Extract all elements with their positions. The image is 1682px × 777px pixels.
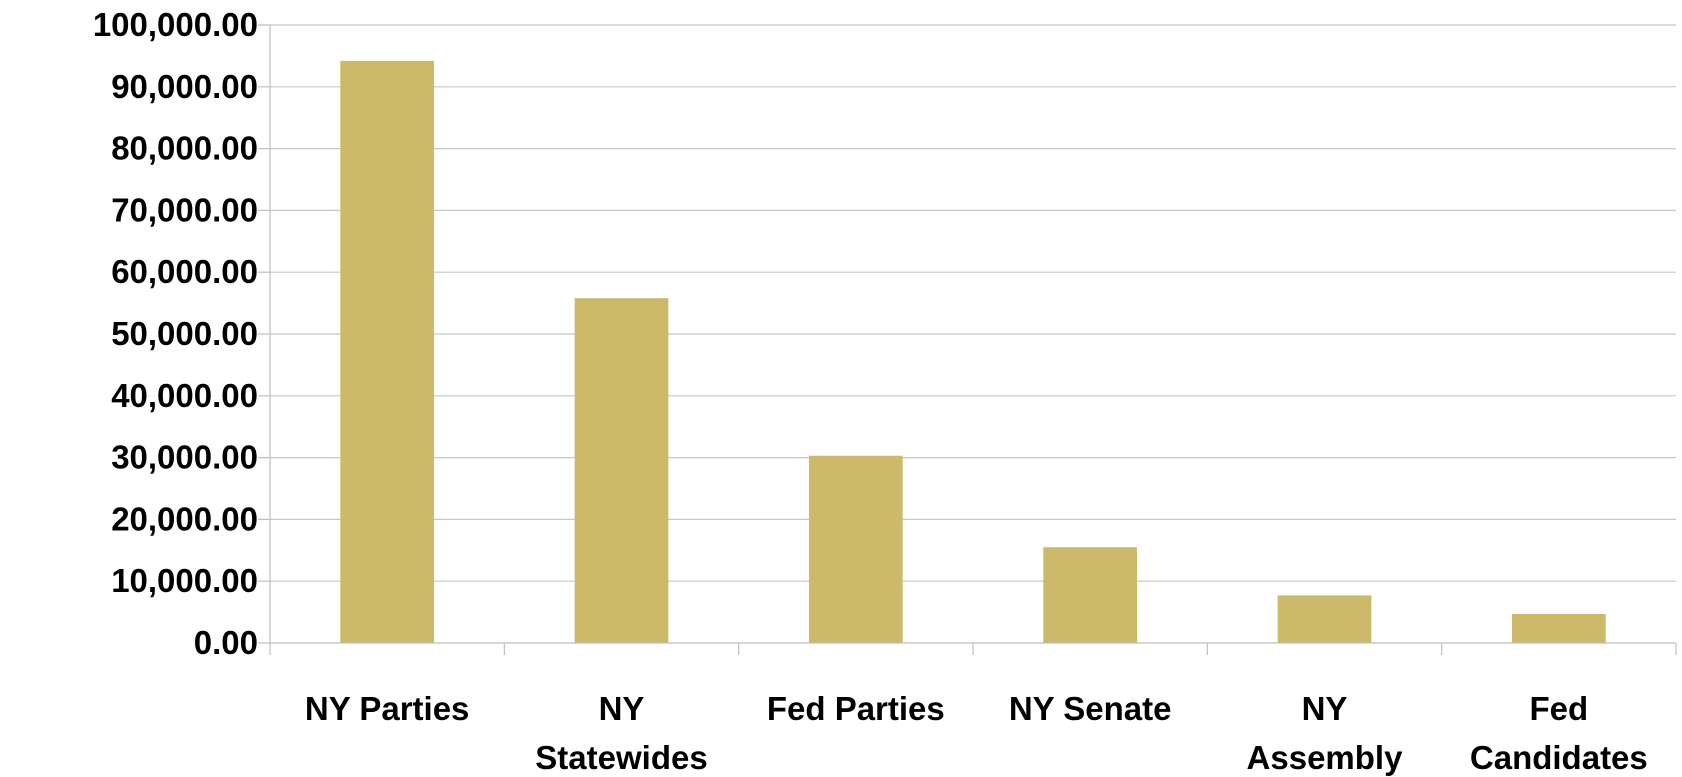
bars (340, 60, 1606, 644)
y-tick-label: 90,000.00 (111, 68, 258, 105)
y-tick-label: 60,000.00 (111, 253, 258, 290)
x-category-label-line: NY Senate (1009, 690, 1172, 727)
x-category-label: Fed Candidates (1470, 690, 1648, 776)
y-tick-label: 20,000.00 (111, 500, 258, 537)
bar (808, 455, 903, 643)
x-category-label-line: Assembly (1247, 739, 1404, 776)
x-category-label-line: NY Parties (305, 690, 469, 727)
x-category-label: NY Statewides (535, 690, 707, 776)
y-tick-label: 100,000.00 (93, 6, 258, 43)
gridlines (270, 24, 1676, 582)
y-tick-label: 10,000.00 (111, 562, 258, 599)
x-category-label-line: NY (1302, 690, 1348, 727)
x-category-label: NY Parties (305, 690, 469, 727)
y-tick-label: 30,000.00 (111, 439, 258, 476)
y-tick-label: 0.00 (194, 624, 258, 661)
x-category-label-line: NY (599, 690, 645, 727)
y-tick-label: 70,000.00 (111, 191, 258, 228)
x-category-label-line: Candidates (1470, 739, 1648, 776)
bar (1511, 613, 1606, 643)
y-tick-label: 50,000.00 (111, 315, 258, 352)
y-tick-label: 40,000.00 (111, 377, 258, 414)
x-category-label: Fed Parties (767, 690, 945, 727)
y-axis-tick-labels: 0.00 10,000.00 20,000.00 30,000.00 40,000.00… (93, 6, 258, 661)
x-axis-category-labels: NY Parties NY Statewides Fed Parties NY Sena… (305, 690, 1648, 776)
bar (574, 298, 669, 643)
y-tick-label: 80,000.00 (111, 130, 258, 167)
x-category-label: NY Senate (1009, 690, 1172, 727)
bar (340, 60, 435, 644)
x-category-label-line: Fed Parties (767, 690, 945, 727)
x-category-label: NY Assembly (1247, 690, 1404, 776)
bar (1277, 595, 1372, 643)
axes (258, 24, 1677, 655)
x-category-label-line: Statewides (535, 739, 707, 776)
x-category-label-line: Fed (1529, 690, 1588, 727)
bar (1043, 547, 1138, 643)
